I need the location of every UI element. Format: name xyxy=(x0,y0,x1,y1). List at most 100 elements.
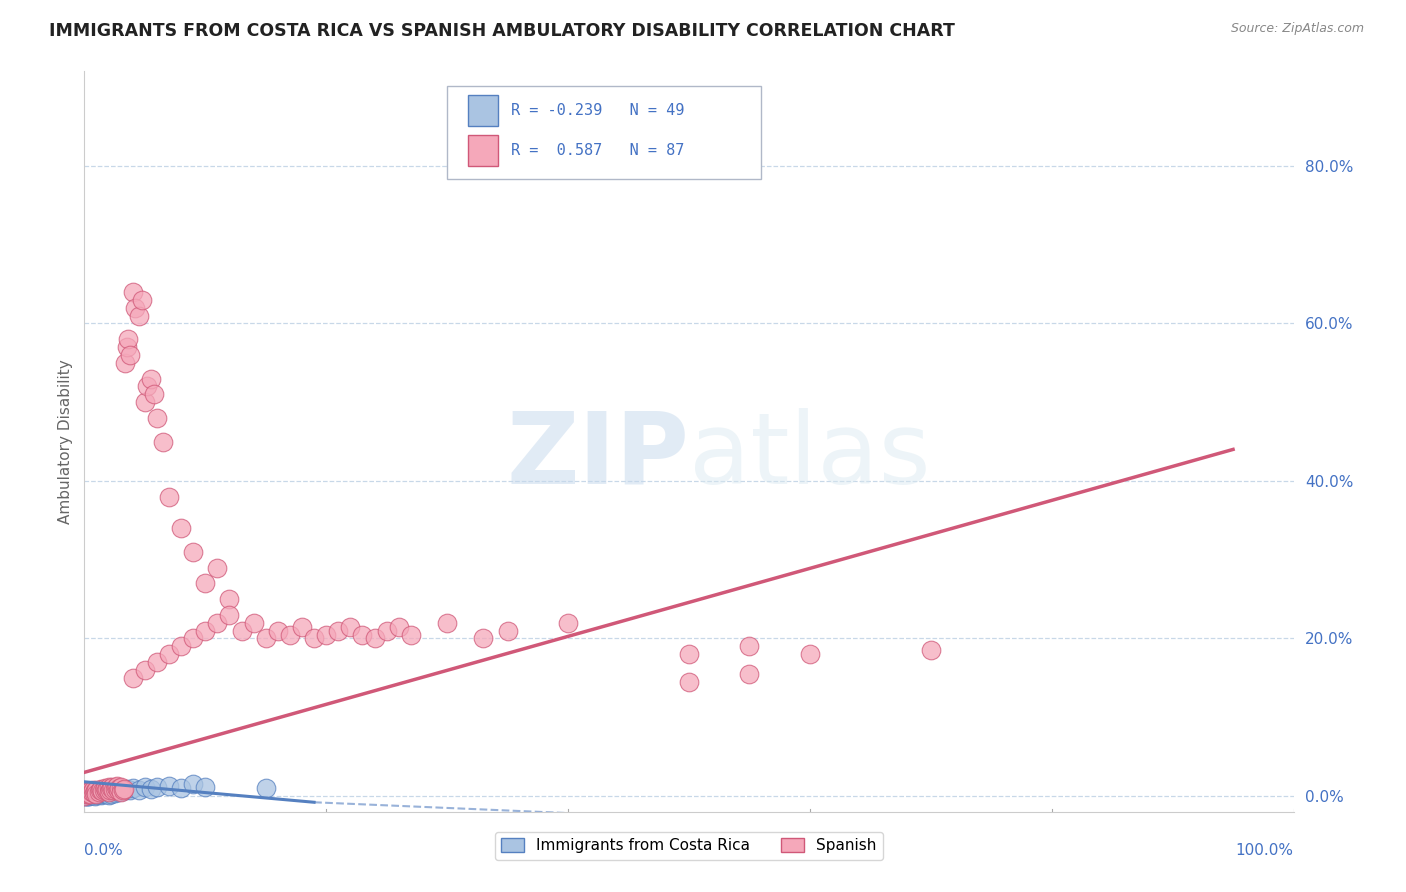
Point xyxy=(128,309,150,323)
Point xyxy=(134,395,156,409)
Point xyxy=(105,783,128,797)
Point xyxy=(152,434,174,449)
Point xyxy=(94,783,117,797)
Point xyxy=(86,788,108,802)
Point xyxy=(76,785,98,799)
Legend: Immigrants from Costa Rica, Spanish: Immigrants from Costa Rica, Spanish xyxy=(495,832,883,860)
Point xyxy=(121,781,143,796)
Point xyxy=(112,784,135,798)
Point xyxy=(120,348,142,362)
Point xyxy=(77,786,100,800)
Point xyxy=(112,783,135,797)
Point xyxy=(170,781,193,796)
Point xyxy=(315,627,337,641)
Point xyxy=(146,411,169,425)
Point xyxy=(93,782,115,797)
Point xyxy=(91,784,114,798)
Point xyxy=(139,371,162,385)
Point xyxy=(157,647,180,661)
Point xyxy=(101,784,124,798)
Point xyxy=(87,786,110,800)
Point xyxy=(678,647,700,661)
Point xyxy=(254,632,277,646)
Point xyxy=(114,356,136,370)
Point xyxy=(339,619,361,633)
Point xyxy=(291,619,314,633)
Point xyxy=(77,789,100,803)
Point xyxy=(231,624,253,638)
Point xyxy=(84,789,107,803)
Point xyxy=(107,785,129,799)
Point xyxy=(496,624,519,638)
Point xyxy=(79,787,101,801)
Point xyxy=(80,788,103,802)
Point xyxy=(157,779,180,793)
Point xyxy=(181,545,204,559)
Point xyxy=(97,785,120,799)
Point xyxy=(157,490,180,504)
Point xyxy=(96,787,118,801)
Point xyxy=(80,785,103,799)
Point xyxy=(738,666,761,681)
Point xyxy=(181,777,204,791)
Text: ZIP: ZIP xyxy=(506,408,689,505)
Point xyxy=(76,787,98,801)
Point xyxy=(112,781,135,796)
Point xyxy=(124,301,146,315)
Point xyxy=(146,655,169,669)
Point xyxy=(77,788,100,802)
Point xyxy=(170,640,193,654)
Point xyxy=(557,615,579,630)
Point xyxy=(134,780,156,794)
Point xyxy=(207,560,229,574)
Point xyxy=(278,627,301,641)
Point xyxy=(139,781,162,796)
Point xyxy=(79,787,101,801)
Point xyxy=(96,781,118,796)
Point xyxy=(83,786,105,800)
Point xyxy=(98,782,121,797)
Point xyxy=(108,781,131,796)
Point xyxy=(76,789,98,803)
Point xyxy=(328,624,350,638)
Point xyxy=(170,521,193,535)
Point xyxy=(73,789,96,803)
Point xyxy=(77,789,100,803)
Point xyxy=(472,632,495,646)
Point xyxy=(436,615,458,630)
Point xyxy=(121,671,143,685)
Point xyxy=(799,647,821,661)
Point xyxy=(110,780,132,794)
Point xyxy=(89,783,111,797)
Point xyxy=(77,788,100,802)
Point xyxy=(115,781,138,796)
Point xyxy=(105,779,128,793)
Point xyxy=(120,783,142,797)
Point xyxy=(103,783,125,797)
FancyBboxPatch shape xyxy=(447,87,762,178)
Point xyxy=(352,627,374,641)
Point xyxy=(83,788,105,802)
Point xyxy=(254,781,277,796)
Point xyxy=(146,780,169,795)
Point xyxy=(75,789,97,803)
Point xyxy=(242,615,264,630)
Point xyxy=(73,789,96,803)
Point xyxy=(104,786,127,800)
Point xyxy=(267,624,290,638)
Point xyxy=(104,780,127,795)
Text: 100.0%: 100.0% xyxy=(1236,843,1294,858)
Point xyxy=(97,780,120,795)
Point xyxy=(97,788,120,802)
Point xyxy=(115,340,138,354)
Point xyxy=(82,787,104,801)
Point xyxy=(388,619,411,633)
Point xyxy=(110,785,132,799)
Point xyxy=(75,787,97,801)
Point xyxy=(93,785,115,799)
Point xyxy=(194,576,217,591)
Point xyxy=(86,788,108,802)
Point xyxy=(738,640,761,654)
Point xyxy=(218,592,240,607)
Point xyxy=(94,788,117,802)
